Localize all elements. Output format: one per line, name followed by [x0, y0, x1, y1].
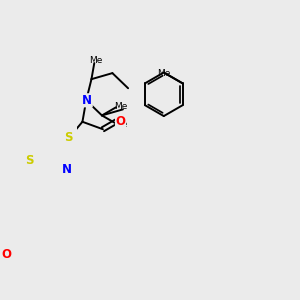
Text: N: N: [61, 163, 71, 176]
Text: Me: Me: [158, 70, 171, 79]
Text: O: O: [116, 115, 125, 128]
Text: O: O: [2, 248, 12, 261]
Text: S: S: [64, 131, 73, 144]
Text: Me: Me: [114, 101, 127, 110]
Text: Me: Me: [114, 120, 127, 129]
Text: N: N: [82, 94, 92, 107]
Text: Me: Me: [89, 56, 102, 64]
Text: S: S: [25, 154, 33, 167]
